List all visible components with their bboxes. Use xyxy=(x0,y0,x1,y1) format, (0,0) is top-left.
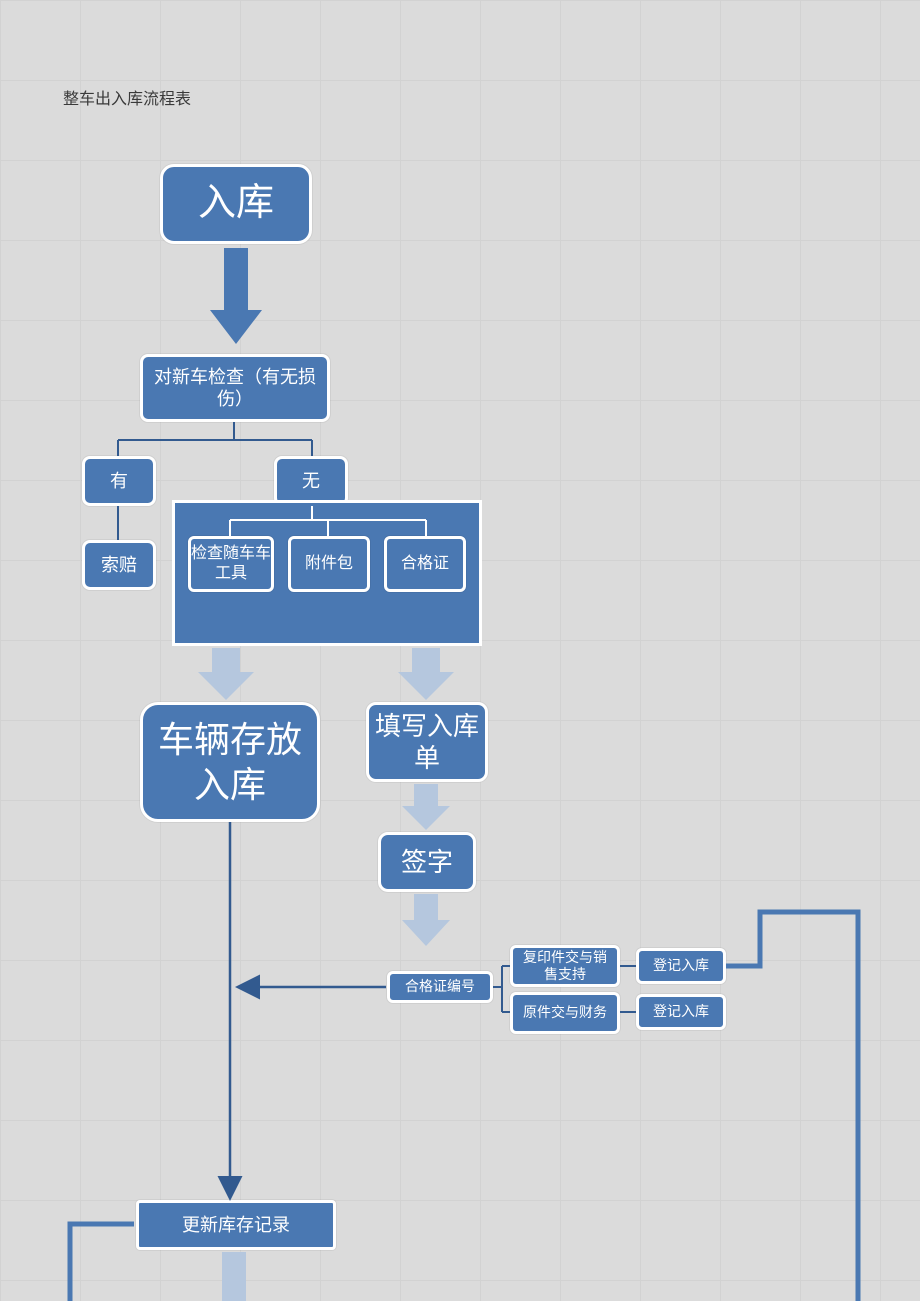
node-no: 无 xyxy=(274,456,348,506)
node-yes: 有 xyxy=(82,456,156,506)
node-reg1: 登记入库 xyxy=(636,948,726,984)
node-label: 车辆存放入库 xyxy=(143,717,317,807)
node-label: 原件交与财务 xyxy=(523,1004,607,1022)
node-store: 车辆存放入库 xyxy=(140,702,320,822)
node-inspect: 对新车检查（有无损伤） xyxy=(140,354,330,422)
node-claim: 索赔 xyxy=(82,540,156,590)
node-label: 索赔 xyxy=(101,554,137,577)
node-tools: 检查随车车工具 xyxy=(188,536,274,592)
node-label: 合格证 xyxy=(401,554,449,574)
node-orig: 原件交与财务 xyxy=(510,992,620,1034)
flowchart-connectors xyxy=(0,0,920,1301)
node-reg2: 登记入库 xyxy=(636,994,726,1030)
flowchart-page: 整车出入库流程表 入库 对新车检查（有无损伤） 有 无 索赔 检查随车车工具 附… xyxy=(0,0,920,1301)
node-label: 登记入库 xyxy=(653,1003,709,1021)
node-sign: 签字 xyxy=(378,832,476,892)
node-label: 填写入库单 xyxy=(369,710,485,775)
node-label: 登记入库 xyxy=(653,957,709,975)
node-certno: 合格证编号 xyxy=(387,971,493,1003)
node-fill: 填写入库单 xyxy=(366,702,488,782)
node-label: 附件包 xyxy=(305,554,353,574)
node-label: 合格证编号 xyxy=(405,978,475,996)
node-copy: 复印件交与销售支持 xyxy=(510,945,620,987)
node-accessory: 附件包 xyxy=(288,536,370,592)
node-start: 入库 xyxy=(160,164,312,244)
node-label: 对新车检查（有无损伤） xyxy=(143,366,327,411)
node-label: 无 xyxy=(302,470,320,493)
node-label: 更新库存记录 xyxy=(182,1214,290,1237)
node-cert: 合格证 xyxy=(384,536,466,592)
page-title: 整车出入库流程表 xyxy=(63,85,191,109)
node-label: 入库 xyxy=(198,180,274,228)
node-label: 签字 xyxy=(401,846,453,879)
node-update: 更新库存记录 xyxy=(136,1200,336,1250)
node-label: 检查随车车工具 xyxy=(191,544,271,584)
node-label: 有 xyxy=(110,470,128,493)
node-label: 复印件交与销售支持 xyxy=(517,949,613,984)
